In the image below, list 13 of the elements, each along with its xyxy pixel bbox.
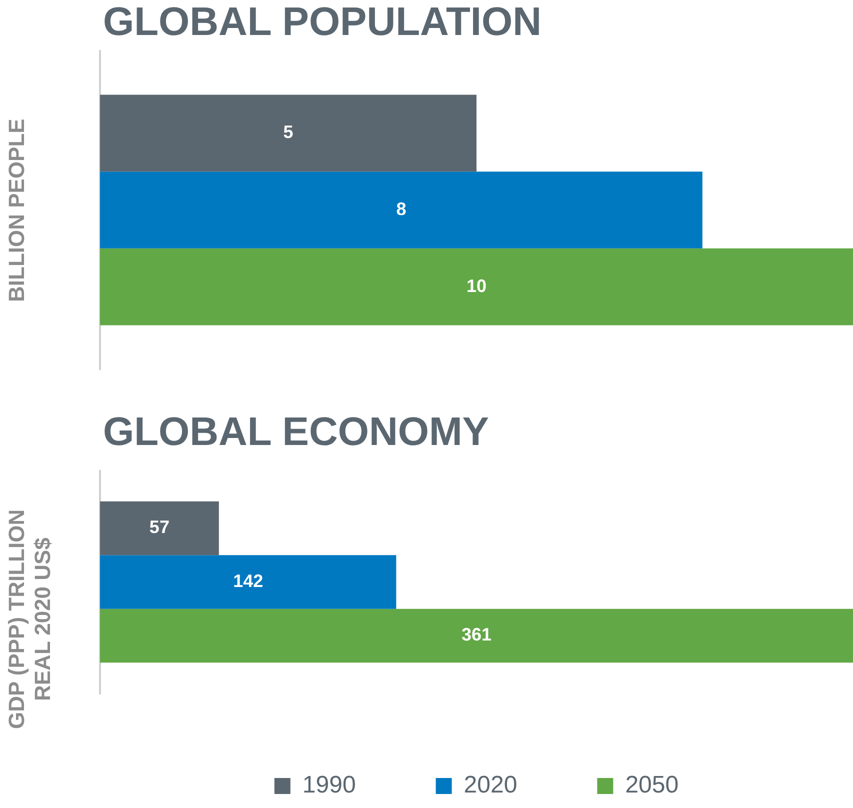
data-label: 10: [466, 276, 487, 296]
data-label: 57: [149, 517, 170, 538]
data-label: 5: [283, 122, 294, 142]
legend-label: 2050: [625, 772, 679, 799]
y-axis-title: GDP (PPP) TRILLION REAL 2020 US$: [4, 508, 56, 731]
data-label: 8: [396, 198, 406, 219]
chart-title: GLOBAL POPULATION: [103, 0, 542, 45]
legend-label: 1990: [302, 772, 356, 799]
legend-label: 2020: [464, 772, 518, 799]
data-label: 361: [461, 624, 492, 645]
y-axis-title: BILLION PEOPLE: [4, 117, 30, 304]
data-label: 142: [233, 570, 264, 591]
chart-title: GLOBAL ECONOMY: [103, 410, 489, 455]
